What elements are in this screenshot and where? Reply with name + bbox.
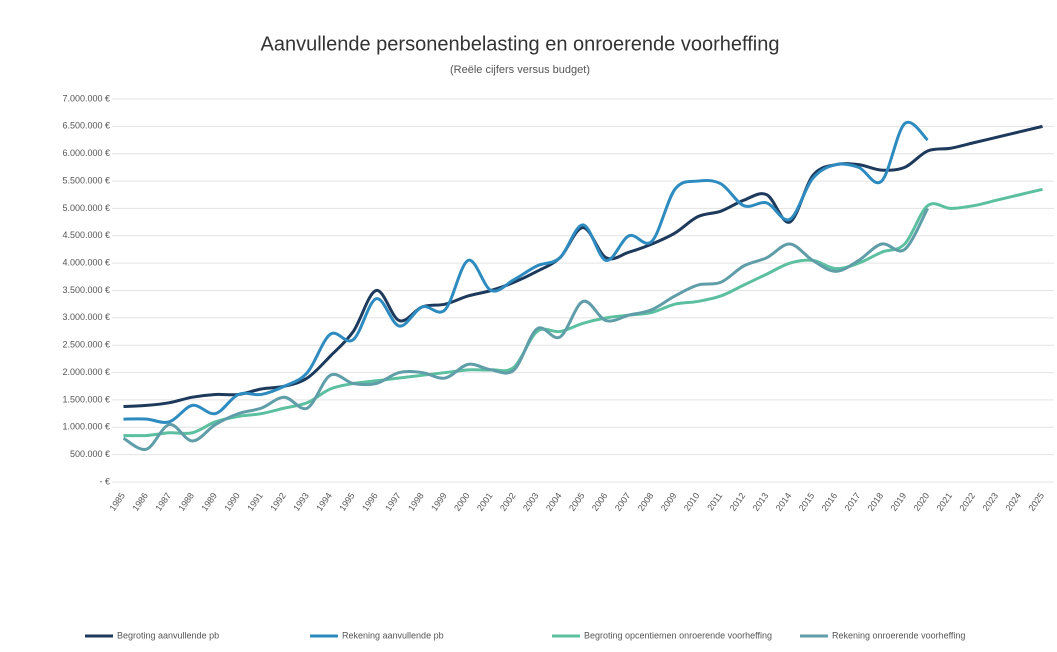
line-series (123, 124, 1043, 408)
x-tick-label: 2013 (751, 491, 771, 513)
y-tick-label: 2.500.000 € (62, 340, 110, 350)
x-tick-label: 2007 (613, 491, 633, 513)
line-series (122, 207, 929, 451)
x-tick-label: 1991 (245, 491, 265, 513)
x-tick-label: 2000 (452, 491, 472, 513)
y-tick-label: 1.500.000 € (62, 394, 110, 404)
x-tick-label: 1998 (406, 491, 426, 513)
y-tick-label: 1.000.000 € (62, 422, 110, 432)
y-tick-label: - € (99, 476, 110, 486)
chart-title: Aanvullende personenbelasting en onroere… (261, 33, 780, 55)
y-tick-label: 3.000.000 € (62, 312, 110, 322)
legend-label: Rekening aanvullende pb (342, 630, 444, 640)
x-tick-label: 2014 (774, 491, 794, 513)
x-tick-label: 1986 (130, 491, 150, 513)
y-tick-label: 6.500.000 € (62, 121, 110, 131)
x-tick-label: 1999 (429, 491, 449, 513)
x-tick-label: 1996 (360, 491, 380, 513)
legend-label: Begroting aanvullende pb (117, 630, 219, 640)
x-tick-label: 1990 (222, 491, 242, 513)
x-tick-label: 2008 (636, 491, 656, 513)
y-tick-label: 4.500.000 € (62, 230, 110, 240)
x-tick-label: 2010 (682, 491, 702, 513)
x-tick-label: 2002 (498, 491, 518, 513)
x-tick-label: 2003 (521, 491, 541, 513)
x-tick-label: 2024 (1003, 491, 1023, 513)
x-tick-label: 2005 (567, 491, 587, 513)
line-series (123, 187, 1043, 438)
x-tick-label: 1988 (176, 491, 196, 513)
x-tick-label: 2021 (935, 491, 955, 513)
x-tick-label: 2020 (912, 491, 932, 513)
x-tick-label: 2025 (1026, 491, 1046, 513)
x-tick-label: 2015 (797, 491, 817, 513)
y-tick-label: 6.000.000 € (62, 148, 110, 158)
x-tick-label: 2006 (590, 491, 610, 513)
x-tick-label: 2016 (820, 491, 840, 513)
x-tick-label: 1985 (107, 491, 127, 513)
x-tick-label: 2012 (728, 491, 748, 513)
legend-label: Begroting opcentiemen onroerende voorhef… (584, 630, 772, 640)
x-tick-label: 1987 (153, 491, 173, 513)
x-tick-label: 1993 (291, 491, 311, 513)
x-tick-label: 1992 (268, 491, 288, 513)
x-tick-label: 1997 (383, 491, 403, 513)
x-tick-label: 1989 (199, 491, 219, 513)
x-tick-label: 2001 (475, 491, 495, 513)
line-series (123, 120, 929, 424)
x-tick-label: 2022 (957, 491, 977, 513)
chart-subtitle: (Reële cijfers versus budget) (450, 64, 590, 76)
legend-label: Rekening onroerende voorheffing (832, 630, 965, 640)
y-tick-label: 7.000.000 € (62, 93, 110, 103)
x-tick-label: 2017 (843, 491, 863, 513)
x-tick-label: 2018 (866, 491, 886, 513)
y-tick-label: 3.500.000 € (62, 285, 110, 295)
x-tick-label: 1994 (314, 491, 334, 513)
x-tick-label: 2009 (659, 491, 679, 513)
x-tick-label: 2019 (889, 491, 909, 513)
y-tick-label: 4.000.000 € (62, 258, 110, 268)
y-tick-label: 5.000.000 € (62, 203, 110, 213)
y-tick-label: 5.500.000 € (62, 175, 110, 185)
y-tick-label: 2.000.000 € (62, 367, 110, 377)
x-tick-label: 1995 (337, 491, 357, 513)
x-tick-label: 2004 (544, 491, 564, 513)
y-tick-label: 500.000 € (70, 449, 110, 459)
x-tick-label: 2023 (980, 491, 1000, 513)
x-tick-label: 2011 (705, 491, 724, 513)
